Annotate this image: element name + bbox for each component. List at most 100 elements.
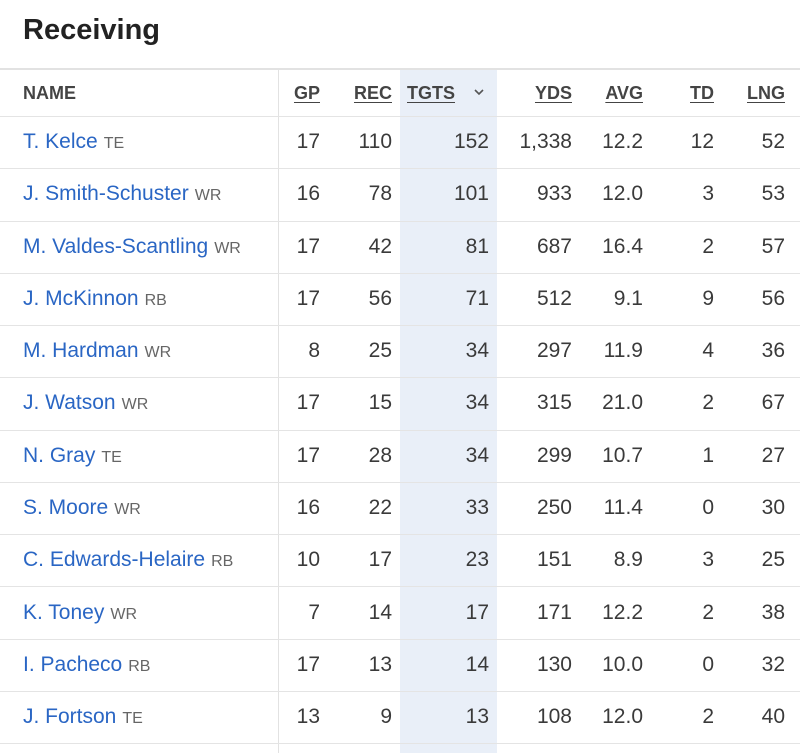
player-name[interactable]: J. McKinnon RB (23, 287, 167, 313)
stat-cell: 12.0 (602, 705, 643, 729)
player-position: WR (114, 501, 141, 519)
row-divider (0, 168, 800, 170)
stat-cell: 110 (358, 130, 392, 154)
player-name[interactable]: S. Moore WR (23, 496, 141, 522)
stat-cell: 27 (761, 443, 785, 467)
stat-cell: 9 (702, 286, 714, 310)
row-divider (0, 116, 800, 117)
player-position: RB (144, 291, 167, 309)
player-name-text[interactable]: S. Moore (23, 496, 109, 520)
player-name[interactable]: I. Pacheco RB (23, 653, 150, 679)
player-name[interactable]: J. Fortson TE (23, 705, 143, 731)
row-divider (0, 377, 800, 379)
row-divider (0, 325, 800, 327)
stat-cell: 108 (536, 705, 572, 729)
player-name[interactable]: J. Smith-Schuster WR (23, 182, 221, 208)
stat-cell: 34 (465, 443, 489, 467)
stat-cell: 38 (761, 600, 785, 624)
player-name-text[interactable]: K. Toney (23, 600, 105, 624)
stat-cell: 14 (368, 600, 392, 624)
player-position: WR (121, 396, 149, 414)
stat-cell: 21.0 (602, 391, 643, 415)
stat-cell: 40 (761, 705, 785, 729)
column-header[interactable]: GP (293, 83, 320, 103)
stat-cell: 81 (465, 234, 489, 258)
player-name-text[interactable]: I. Pacheco (23, 652, 123, 676)
stat-cell: 13 (296, 705, 320, 729)
stat-cell: 4 (702, 339, 714, 363)
stat-cell: 67 (761, 391, 785, 415)
stat-cell: 53 (761, 182, 785, 206)
player-position: RB (128, 657, 151, 675)
player-name[interactable]: M. Valdes-Scantling WR (23, 235, 241, 261)
column-header[interactable]: REC (353, 83, 392, 103)
player-name-text[interactable]: M. Valdes-Scantling (23, 234, 209, 258)
player-name[interactable]: K. Toney WR (23, 601, 137, 627)
player-name[interactable]: M. Hardman WR (23, 339, 171, 365)
row-divider (0, 743, 800, 745)
stat-cell: 933 (536, 182, 572, 206)
column-header[interactable]: TGTS (407, 83, 455, 103)
stat-cell: 23 (465, 548, 489, 572)
player-name-text[interactable]: J. Fortson (23, 705, 117, 729)
stat-cell: 297 (536, 339, 572, 363)
stat-cell: 8 (308, 339, 320, 363)
stat-cell: 57 (761, 234, 785, 258)
stat-cell: 2 (702, 234, 714, 258)
name-column-divider (278, 70, 279, 753)
stat-cell: 13 (465, 705, 489, 729)
player-position: WR (110, 605, 137, 623)
stat-cell: 33 (465, 496, 489, 520)
stat-cell: 1 (702, 443, 714, 467)
column-header[interactable]: YDS (534, 83, 572, 103)
stat-cell: 52 (761, 130, 785, 154)
stat-cell: 11.4 (603, 496, 643, 520)
player-position: WR (214, 239, 241, 257)
row-divider (0, 220, 800, 222)
column-header[interactable]: TD (690, 83, 714, 103)
player-name-text[interactable]: J. Watson (23, 391, 116, 415)
stat-cell: 7 (308, 600, 320, 624)
player-name-text[interactable]: M. Hardman (23, 339, 139, 363)
stats-table: NAME GP REC TGTS YDS AVG TD LNG T. Kelce TE 17 110 1… (0, 68, 800, 753)
stat-cell: 1,338 (519, 130, 572, 154)
stat-cell: 17 (296, 443, 320, 467)
player-name-text[interactable]: J. Smith-Schuster (23, 182, 189, 206)
stat-cell: 9 (380, 705, 392, 729)
section-title: Receiving (23, 14, 160, 46)
stat-cell: 17 (368, 548, 392, 572)
stat-cell: 130 (536, 652, 572, 676)
stat-cell: 152 (453, 130, 489, 154)
player-name[interactable]: C. Edwards-Helaire RB (23, 548, 233, 574)
stat-cell: 9.1 (613, 286, 643, 310)
stat-cell: 30 (761, 496, 785, 520)
player-name[interactable]: T. Kelce TE (23, 130, 124, 156)
stat-cell: 8.9 (613, 548, 643, 572)
row-divider (0, 534, 800, 536)
stat-cell: 17 (296, 286, 320, 310)
row-divider (0, 586, 800, 588)
player-name-text[interactable]: J. McKinnon (23, 286, 139, 310)
stat-cell: 14 (465, 652, 489, 676)
player-name-text[interactable]: T. Kelce (23, 130, 98, 154)
column-header[interactable]: LNG (747, 83, 785, 103)
player-name-text[interactable]: N. Gray (23, 443, 96, 467)
stat-cell: 34 (465, 339, 489, 363)
player-position: WR (144, 344, 172, 362)
stat-cell: 10.7 (602, 443, 643, 467)
stat-cell: 12.2 (602, 600, 643, 624)
sort-chevron[interactable] (473, 87, 485, 97)
column-header[interactable]: AVG (605, 83, 643, 103)
stat-cell: 78 (368, 182, 392, 206)
player-name-text[interactable]: C. Edwards-Helaire (23, 548, 206, 572)
stat-cell: 56 (761, 286, 785, 310)
stat-cell: 22 (368, 496, 392, 520)
player-name[interactable]: N. Gray TE (23, 444, 122, 470)
stat-cell: 25 (368, 339, 392, 363)
player-position: TE (122, 710, 143, 728)
column-header[interactable]: NAME (23, 83, 76, 103)
stat-cell: 25 (761, 548, 785, 572)
player-position: RB (211, 553, 234, 571)
player-name[interactable]: J. Watson WR (23, 391, 148, 417)
stat-cell: 13 (368, 652, 392, 676)
